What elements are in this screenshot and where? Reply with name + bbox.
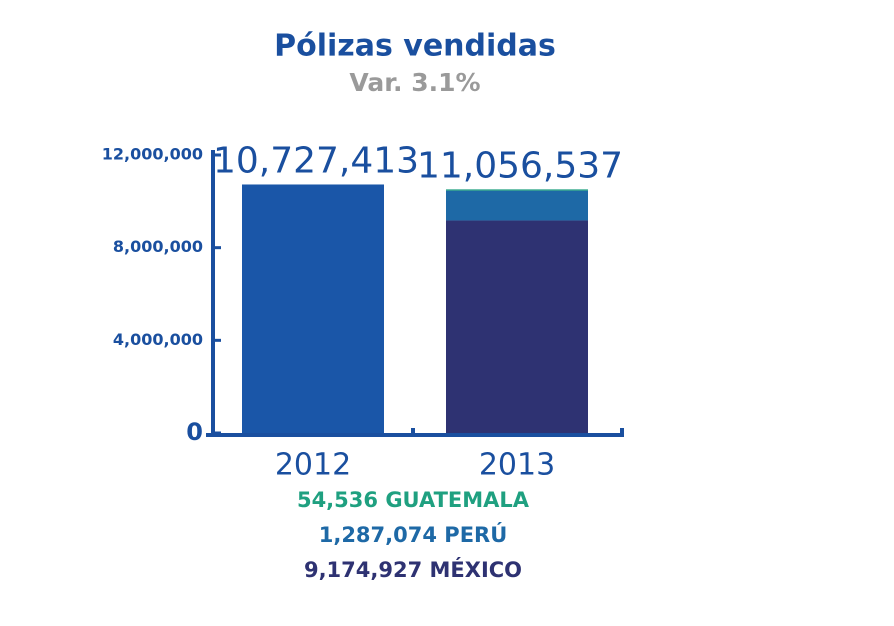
y-tick-label: 0 [186,418,203,446]
bar-segment [446,190,588,221]
total-label: 10,727,413 [213,140,419,181]
legend-value: 1,287,074 [319,523,437,547]
bar-segment [446,220,588,433]
y-tick-label: 8,000,000 [113,237,203,256]
bar-segment [446,189,588,191]
legend-name: PERÚ [444,522,507,547]
legend-value: 9,174,927 [304,558,422,582]
legend-entry: 9,174,927 MÉXICO [304,557,522,582]
legend-name: MÉXICO [430,557,523,582]
x-tick-label: 2012 [275,448,351,483]
legend-value: 54,536 [297,488,378,512]
x-tick-label: 2013 [479,448,555,483]
y-tick-label: 4,000,000 [113,330,203,349]
legend-entry: 54,536 GUATEMALA [297,488,530,512]
chart-title: Pólizas vendidas [274,29,556,64]
legend-name: GUATEMALA [385,488,529,512]
y-tick-label: 12,000,000 [102,145,203,164]
total-label: 11,056,537 [417,145,623,186]
chart-subtitle: Var. 3.1% [349,68,480,97]
legend-entry: 1,287,074 PERÚ [319,522,508,547]
bar [242,184,384,433]
